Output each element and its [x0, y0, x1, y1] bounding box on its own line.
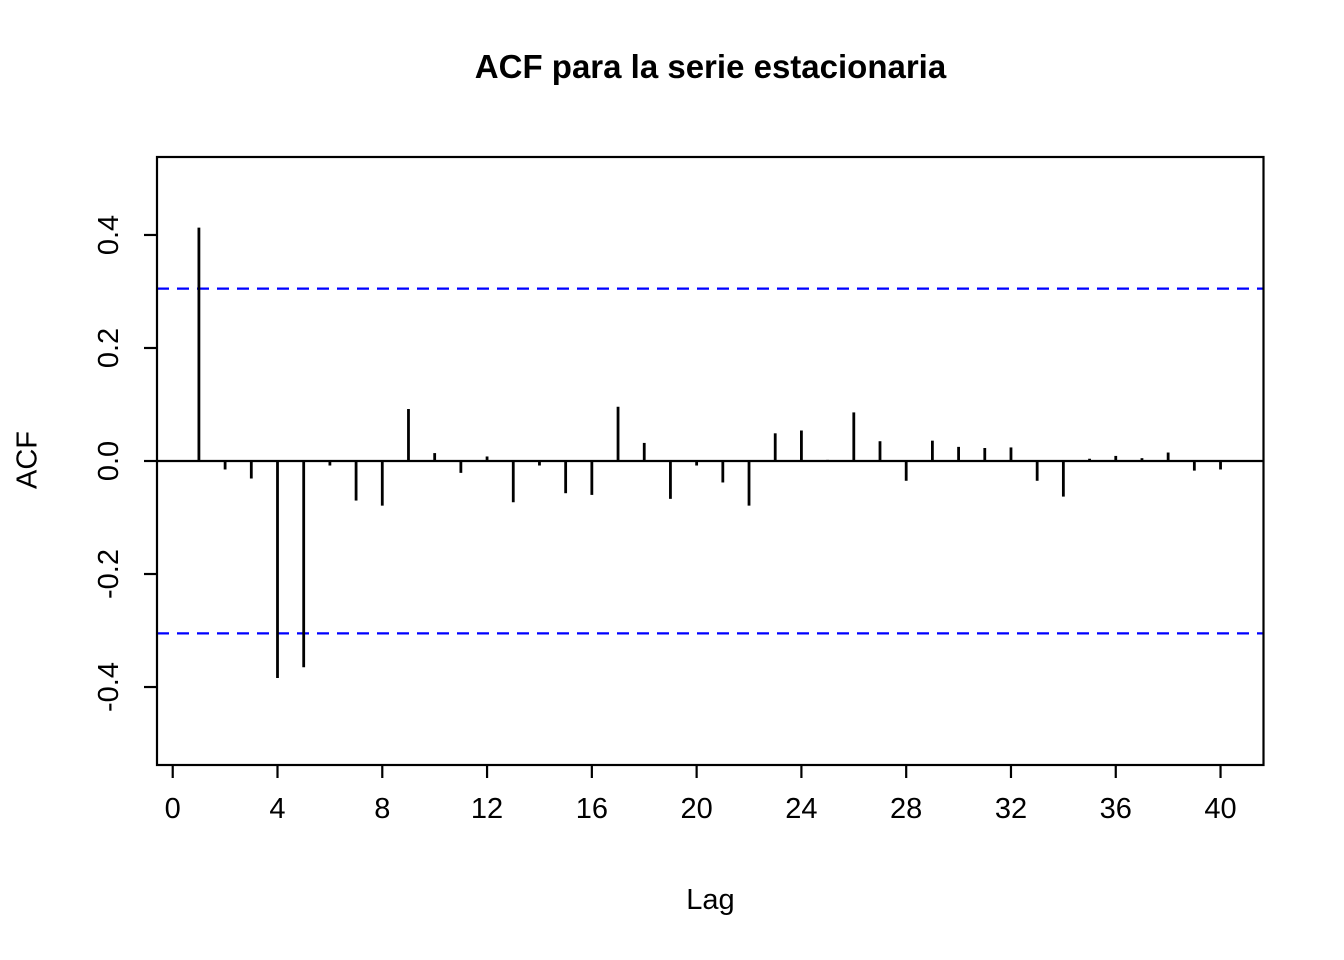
x-tick-label-36: 36	[1100, 793, 1132, 825]
x-axis-label: Lag	[686, 884, 735, 916]
chart-title: ACF para la serie estacionaria	[474, 48, 947, 85]
x-tick-label-24: 24	[785, 793, 817, 825]
y-tick-label--0.2: -0.2	[93, 549, 125, 599]
x-tick-label-40: 40	[1204, 793, 1236, 825]
x-tick-label-16: 16	[576, 793, 608, 825]
y-tick-label-0.2: 0.2	[93, 328, 125, 368]
y-tick-label-0.0: 0.0	[93, 441, 125, 481]
x-tick-label-8: 8	[374, 793, 390, 825]
y-axis-label: ACF	[11, 431, 44, 489]
x-tick-label-28: 28	[890, 793, 922, 825]
y-tick-label-0.4: 0.4	[93, 215, 125, 255]
y-tick-label--0.4: -0.4	[93, 662, 125, 712]
x-tick-label-20: 20	[680, 793, 712, 825]
x-tick-label-12: 12	[471, 793, 503, 825]
x-tick-label-32: 32	[995, 793, 1027, 825]
x-tick-label-4: 4	[269, 793, 285, 825]
x-tick-label-0: 0	[165, 793, 181, 825]
